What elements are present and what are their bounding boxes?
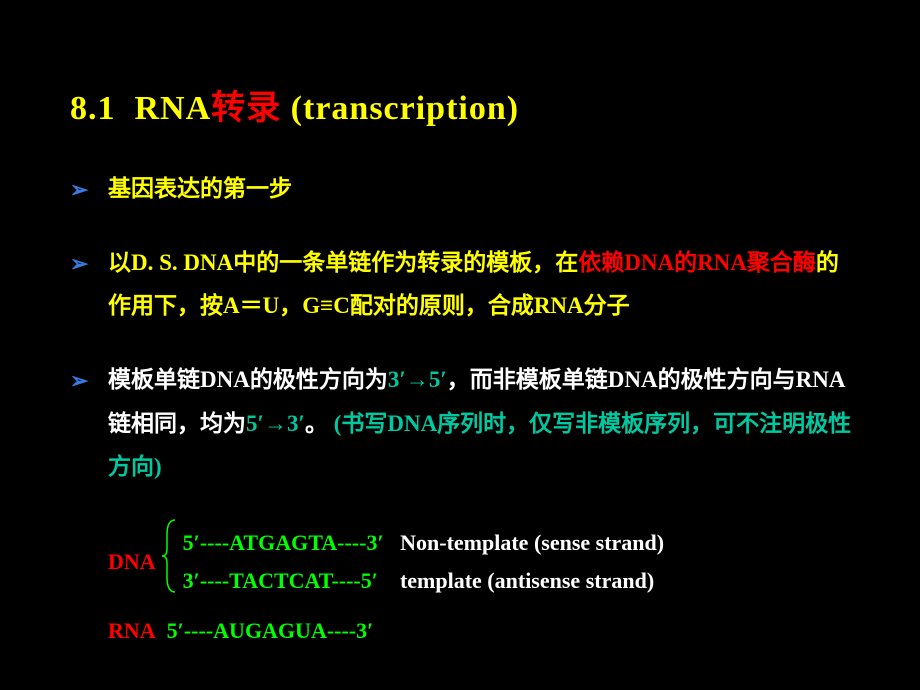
bullet-list: ➢ 基因表达的第一步 ➢ 以D. S. DNA中的一条单链作为转录的模板，在依赖… xyxy=(70,167,860,489)
rna-seq-text: 5′----AUGAGUA----3′ xyxy=(167,618,374,643)
title-number: 8.1 xyxy=(70,90,116,127)
rna-row: RNA 5′----AUGAGUA----3′ xyxy=(108,612,860,651)
seq-desc: template (antisense strand) xyxy=(400,568,654,593)
bullet-item-3: ➢ 模板单链DNA的极性方向为3′→5′，而非模板单链DNA的极性方向与RNA链… xyxy=(70,358,860,489)
rna-label: RNA xyxy=(108,618,156,643)
bullet-marker-icon: ➢ xyxy=(70,243,88,285)
bullet-text: 模板单链DNA的极性方向为 xyxy=(108,367,388,392)
bullet-text-em: 依赖DNA的RNA聚合酶 xyxy=(578,250,816,275)
seq-text: 3′----TACTCAT----5′ xyxy=(183,568,378,593)
bullet-text: 基因表达的第一步 xyxy=(108,176,292,201)
sequence-block: DNA 5′----ATGAGTA----3′ Non-template (se… xyxy=(70,519,860,650)
bullet-text-dir: 3′→5′ xyxy=(388,367,447,392)
dna-bot-row: 3′----TACTCAT----5′ template (antisense … xyxy=(183,562,664,601)
title-rna: RNA xyxy=(135,90,212,127)
brace-icon xyxy=(161,519,177,606)
slide-container: 8.1 RNA转录 (transcription) ➢ 基因表达的第一步 ➢ 以… xyxy=(0,0,920,690)
seq-desc: Non-template (sense strand) xyxy=(400,530,664,555)
slide-title: 8.1 RNA转录 (transcription) xyxy=(70,80,860,129)
seq-text: 5′----ATGAGTA----3′ xyxy=(183,530,384,555)
bullet-text-dir: 5′→3′ xyxy=(246,411,305,436)
dna-line: DNA 5′----ATGAGTA----3′ Non-template (se… xyxy=(108,519,860,606)
bullet-item-1: ➢ 基因表达的第一步 xyxy=(70,167,860,211)
dna-top-row: 5′----ATGAGTA----3′ Non-template (sense … xyxy=(183,524,664,563)
dna-sequences: 5′----ATGAGTA----3′ Non-template (sense … xyxy=(183,524,664,601)
bullet-marker-icon: ➢ xyxy=(70,360,88,402)
bullet-text: 。 xyxy=(305,411,328,436)
title-en: (transcription) xyxy=(281,90,519,127)
bullet-marker-icon: ➢ xyxy=(70,169,88,211)
dna-label: DNA xyxy=(108,543,156,582)
bullet-text: 以D. S. DNA中的一条单链作为转录的模板，在 xyxy=(108,250,578,275)
bullet-item-2: ➢ 以D. S. DNA中的一条单链作为转录的模板，在依赖DNA的RNA聚合酶的… xyxy=(70,241,860,328)
title-zh: 转录 xyxy=(211,90,281,127)
